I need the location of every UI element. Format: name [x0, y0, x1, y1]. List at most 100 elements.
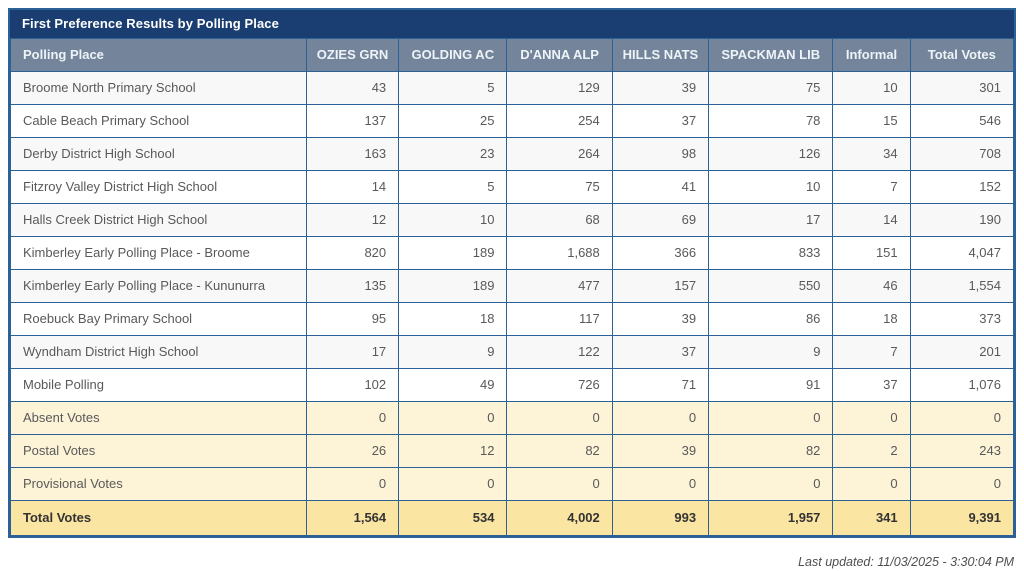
value-cell: 95 [305, 302, 400, 336]
value-cell: 117 [506, 302, 613, 336]
value-cell: 91 [708, 368, 834, 402]
polling-place-cell: Provisional Votes [10, 467, 307, 501]
value-cell: 49 [398, 368, 508, 402]
value-cell: 15 [832, 104, 911, 138]
table-row: Fitzroy Valley District High School 14 5 75… [10, 170, 1015, 204]
value-cell: 69 [611, 203, 710, 237]
value-cell: 9 [708, 335, 834, 369]
value-cell: 0 [305, 401, 400, 435]
column-header: HILLS NATS [611, 38, 710, 72]
value-cell: 17 [708, 203, 834, 237]
value-cell: 135 [305, 269, 400, 303]
value-cell: 41 [611, 170, 710, 204]
value-cell: 39 [611, 302, 710, 336]
total-row: Total Votes 1,564 534 4,002 993 1,957 341 9,391 [10, 500, 1015, 536]
value-cell: 26 [305, 434, 400, 468]
polling-place-cell: Fitzroy Valley District High School [10, 170, 307, 204]
value-cell: 9 [398, 335, 508, 369]
polling-place-cell: Cable Beach Primary School [10, 104, 307, 138]
polling-place-cell: Roebuck Bay Primary School [10, 302, 307, 336]
value-cell: 477 [506, 269, 613, 303]
value-cell: 833 [708, 236, 834, 270]
total-label-cell: Total Votes [10, 500, 307, 536]
value-cell: 4,047 [909, 236, 1015, 270]
value-cell: 0 [305, 467, 400, 501]
column-header: D'ANNA ALP [506, 38, 613, 72]
value-cell: 0 [398, 467, 508, 501]
polling-place-cell: Kimberley Early Polling Place - Broome [10, 236, 307, 270]
header-row: Polling Place OZIES GRN GOLDING AC D'ANNA A… [10, 38, 1015, 72]
value-cell: 254 [506, 104, 613, 138]
value-cell: 82 [708, 434, 834, 468]
value-cell: 157 [611, 269, 710, 303]
value-cell: 550 [708, 269, 834, 303]
value-cell: 820 [305, 236, 400, 270]
total-value-cell: 341 [832, 500, 911, 536]
value-cell: 17 [305, 335, 400, 369]
value-cell: 0 [398, 401, 508, 435]
value-cell: 14 [832, 203, 911, 237]
polling-place-cell: Postal Votes [10, 434, 307, 468]
value-cell: 10 [708, 170, 834, 204]
value-cell: 0 [611, 401, 710, 435]
value-cell: 0 [506, 467, 613, 501]
value-cell: 12 [305, 203, 400, 237]
polling-place-cell: Mobile Polling [10, 368, 307, 402]
column-header: SPACKMAN LIB [708, 38, 834, 72]
table-row: Halls Creek District High School 12 10 68 69… [10, 203, 1015, 237]
value-cell: 86 [708, 302, 834, 336]
value-cell: 264 [506, 137, 613, 171]
total-value-cell: 1,564 [305, 500, 400, 536]
value-cell: 43 [305, 71, 400, 105]
total-value-cell: 1,957 [708, 500, 834, 536]
value-cell: 68 [506, 203, 613, 237]
table-row: Mobile Polling 102 49 726 71 91 37 1,076 [10, 368, 1015, 402]
value-cell: 5 [398, 170, 508, 204]
value-cell: 34 [832, 137, 911, 171]
value-cell: 25 [398, 104, 508, 138]
value-cell: 0 [909, 401, 1015, 435]
value-cell: 5 [398, 71, 508, 105]
value-cell: 82 [506, 434, 613, 468]
value-cell: 201 [909, 335, 1015, 369]
value-cell: 0 [832, 401, 911, 435]
table-row: Postal Votes 26 12 82 39 82 2 243 [10, 434, 1015, 468]
value-cell: 151 [832, 236, 911, 270]
value-cell: 37 [832, 368, 911, 402]
total-value-cell: 534 [398, 500, 508, 536]
total-value-cell: 4,002 [506, 500, 613, 536]
value-cell: 546 [909, 104, 1015, 138]
value-cell: 0 [611, 467, 710, 501]
column-header-polling-place: Polling Place [10, 38, 307, 72]
value-cell: 71 [611, 368, 710, 402]
value-cell: 46 [832, 269, 911, 303]
value-cell: 366 [611, 236, 710, 270]
value-cell: 78 [708, 104, 834, 138]
value-cell: 0 [506, 401, 613, 435]
table-row: Broome North Primary School 43 5 129 39 75 10 3… [10, 71, 1015, 105]
table-row: Roebuck Bay Primary School 95 18 117 39 86 18 3… [10, 302, 1015, 336]
value-cell: 7 [832, 170, 911, 204]
value-cell: 23 [398, 137, 508, 171]
value-cell: 98 [611, 137, 710, 171]
value-cell: 18 [832, 302, 911, 336]
results-tbody: Broome North Primary School 43 5 129 39 75 10 3… [10, 71, 1015, 501]
value-cell: 137 [305, 104, 400, 138]
last-updated-text: Last updated: 11/03/2025 - 3:30:04 PM [798, 555, 1014, 569]
polling-place-cell: Derby District High School [10, 137, 307, 171]
value-cell: 102 [305, 368, 400, 402]
column-header: Total Votes [909, 38, 1015, 72]
value-cell: 373 [909, 302, 1015, 336]
value-cell: 189 [398, 269, 508, 303]
value-cell: 152 [909, 170, 1015, 204]
value-cell: 75 [708, 71, 834, 105]
column-header: GOLDING AC [398, 38, 508, 72]
results-panel: First Preference Results by Polling Plac… [8, 8, 1016, 538]
value-cell: 75 [506, 170, 613, 204]
table-row: Derby District High School 163 23 264 98 126 3… [10, 137, 1015, 171]
table-row: Cable Beach Primary School 137 25 254 37 78 15… [10, 104, 1015, 138]
value-cell: 0 [909, 467, 1015, 501]
value-cell: 189 [398, 236, 508, 270]
value-cell: 708 [909, 137, 1015, 171]
